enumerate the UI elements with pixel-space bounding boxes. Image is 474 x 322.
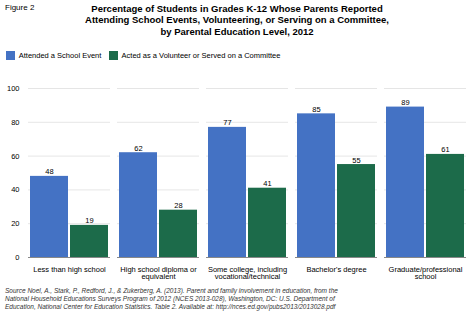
svg-text:61: 61 xyxy=(441,145,449,154)
svg-text:77: 77 xyxy=(223,118,231,127)
html-text:Acted as a Volunteer or Served: Acted as a Volunteer or Served on a Comm… xyxy=(121,51,281,61)
svg-text:Bachelor's degree: Bachelor's degree xyxy=(306,265,366,274)
svg-text:Some college, includingvocatio: Some college, includingvocational/techni… xyxy=(208,265,287,282)
svg-text:41: 41 xyxy=(263,179,271,188)
svg-text:60: 60 xyxy=(11,151,19,160)
svg-text:0: 0 xyxy=(15,253,19,262)
svg-text:55: 55 xyxy=(352,155,360,164)
html-text:Figure 2: Figure 2 xyxy=(5,3,35,12)
svg-text:89: 89 xyxy=(401,98,409,107)
html-text:Attended a School Event: Attended a School Event xyxy=(18,51,102,61)
html-text:Percentage of Students in Grad: Percentage of Students in Grades K-12 Wh… xyxy=(85,3,389,37)
svg-text:100: 100 xyxy=(7,84,20,93)
svg-text:20: 20 xyxy=(11,219,19,228)
svg-text:Graduate/professionalschool: Graduate/professionalschool xyxy=(389,265,463,282)
svg-text:80: 80 xyxy=(11,118,19,127)
svg-text:28: 28 xyxy=(174,201,182,210)
svg-text:62: 62 xyxy=(134,144,142,153)
html-text:Source Noel, A., Stark, P., Re: Source Noel, A., Stark, P., Redford, J.,… xyxy=(5,286,338,311)
svg-text:40: 40 xyxy=(11,185,19,194)
svg-text:High school diploma orequivale: High school diploma orequivalent xyxy=(120,265,197,282)
svg-text:Less than high school: Less than high school xyxy=(33,265,106,274)
svg-text:85: 85 xyxy=(312,105,320,114)
svg-text:19: 19 xyxy=(85,216,93,225)
svg-text:48: 48 xyxy=(45,167,53,176)
